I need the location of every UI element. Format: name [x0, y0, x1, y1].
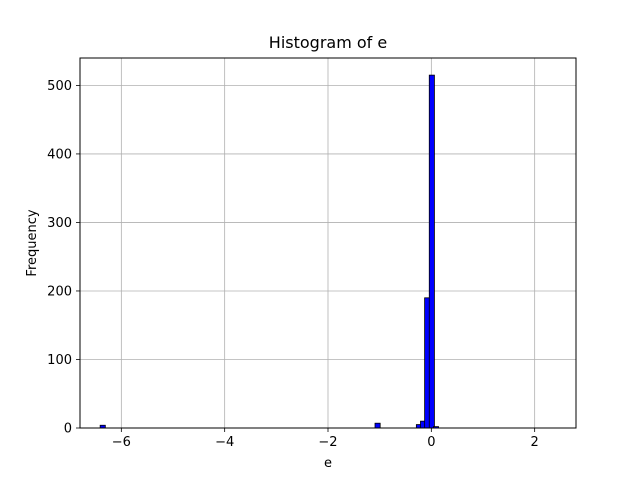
- x-axis-ticks: −6 −4 −2 0 2: [112, 428, 539, 450]
- y-tick-label: 500: [47, 79, 72, 94]
- y-tick-label: 0: [64, 422, 72, 437]
- y-axis-ticks: 0 100 200 300 400 500: [47, 79, 80, 437]
- x-axis-label: e: [324, 456, 332, 471]
- y-axis-label: Frequency: [25, 209, 40, 276]
- x-tick-label: −6: [112, 435, 131, 450]
- x-tick-label: 0: [427, 435, 435, 450]
- y-tick-label: 100: [47, 353, 72, 368]
- histogram-bar: [374, 422, 381, 429]
- y-tick-label: 400: [47, 147, 72, 162]
- x-tick-label: −2: [318, 435, 337, 450]
- histogram-bar: [428, 74, 435, 429]
- x-tick-label: −4: [215, 435, 234, 450]
- chart-title: Histogram of e: [269, 33, 387, 52]
- y-tick-label: 300: [47, 216, 72, 231]
- x-tick-label: 2: [531, 435, 539, 450]
- y-tick-label: 200: [47, 284, 72, 299]
